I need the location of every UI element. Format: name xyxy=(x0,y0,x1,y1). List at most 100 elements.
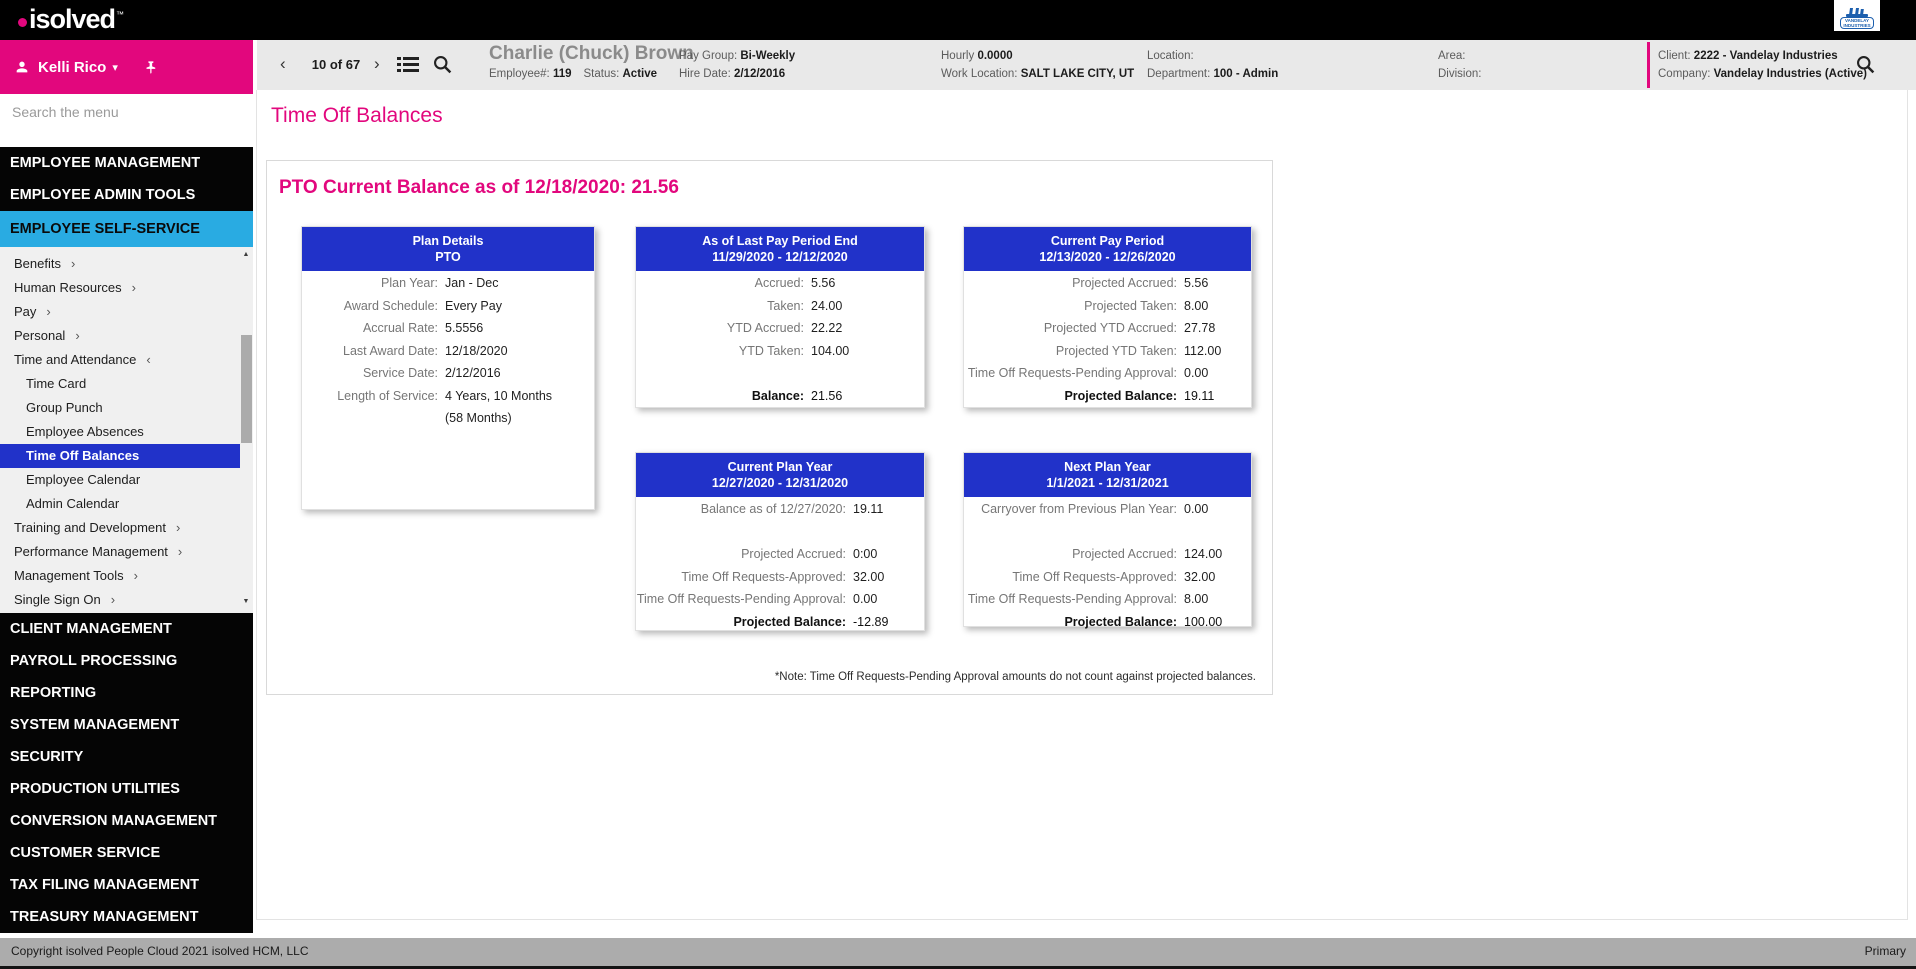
sidebar-item-label: Pay xyxy=(14,304,37,319)
sidebar-item-label: Group Punch xyxy=(26,400,103,415)
menu-search-input[interactable] xyxy=(12,104,240,120)
field-work-location: Work Location: SALT LAKE CITY, UT xyxy=(941,65,1134,83)
sidebar-item-label: Employee Calendar xyxy=(26,472,141,487)
record-position: 10 of 67 xyxy=(311,57,361,72)
row-label: Time Off Requests-Approved: xyxy=(681,569,846,584)
row-value: 5.5556 xyxy=(445,321,484,336)
field-value-status: Active xyxy=(622,68,658,80)
card-row-taken: Taken: 24.00 xyxy=(636,295,924,318)
sidebar-item-client-management[interactable]: CLIENT MANAGEMENT xyxy=(0,613,253,645)
card-row-projected-taken: Projected Taken: 8.00 xyxy=(964,295,1251,318)
sidebar-sections-bottom: CLIENT MANAGEMENT PAYROLL PROCESSING REPOR… xyxy=(0,613,253,933)
card-header: Plan Details PTO xyxy=(302,227,594,271)
row-value: 27.78 xyxy=(1184,321,1216,336)
field-pay-group: Pay Group: Bi-Weekly xyxy=(679,47,795,65)
sidebar-item-employee-absences[interactable]: Employee Absences xyxy=(0,420,240,444)
sidebar-item-admin-calendar[interactable]: Admin Calendar xyxy=(0,492,240,516)
card-body: Accrued: 5.56 Taken: 24.00 YTD Accrued: 22.22… xyxy=(636,271,924,407)
sidebar-item-employee-admin-tools[interactable]: EMPLOYEE ADMIN TOOLS xyxy=(0,179,253,211)
sidebar-item-customer-service[interactable]: CUSTOMER SERVICE xyxy=(0,837,253,869)
sidebar-item-single-sign-on[interactable]: Single Sign On › xyxy=(0,588,240,612)
balance-card-next-plan-year: Next Plan Year 1/1/2021 - 12/31/2021 Carry… xyxy=(963,452,1252,629)
field-location: Location: xyxy=(1147,47,1278,65)
sidebar-item-conversion-management[interactable]: CONVERSION MANAGEMENT xyxy=(0,805,253,837)
sidebar-item-time-and-attendance[interactable]: Time and Attendance ‹ xyxy=(0,348,240,372)
header-column: Hourly 0.0000 Work Location: SALT LAKE CI… xyxy=(941,47,1134,83)
sidebar-item-time-off-balances[interactable]: Time Off Balances xyxy=(0,444,240,468)
row-label: YTD Taken: xyxy=(738,343,804,358)
sidebar-submenu: Benefits › Human Resources › Pay › Personal › Ti… xyxy=(0,247,253,613)
environment-label: Primary xyxy=(1864,944,1906,958)
sidebar-item-group-punch[interactable]: Group Punch xyxy=(0,396,240,420)
field-label: Company: xyxy=(1658,68,1714,80)
sidebar-item-training-and-development[interactable]: Training and Development › xyxy=(0,516,240,540)
sidebar-item-pay[interactable]: Pay › xyxy=(0,300,240,324)
row-value: 0.00 xyxy=(1184,502,1209,517)
sidebar-item-treasury-management[interactable]: TREASURY MANAGEMENT xyxy=(0,901,253,933)
field-label: Department: xyxy=(1147,68,1214,80)
sidebar-item-payroll-processing[interactable]: PAYROLL PROCESSING xyxy=(0,645,253,677)
user-menu[interactable]: Kelli Rico xyxy=(38,58,107,76)
trademark: ™ xyxy=(116,10,124,19)
field-label: Hire Date: xyxy=(679,68,734,80)
header-column: Area: Division: xyxy=(1438,47,1481,83)
field-label: Location: xyxy=(1147,50,1194,62)
caret-down-icon[interactable]: ▾ xyxy=(112,61,118,74)
sidebar-item-personal[interactable]: Personal › xyxy=(0,324,240,348)
sidebar-item-benefits[interactable]: Benefits › xyxy=(0,252,240,276)
sidebar-item-security[interactable]: SECURITY xyxy=(0,741,253,773)
row-value: 32.00 xyxy=(853,569,885,584)
page-title: Time Off Balances xyxy=(271,104,443,127)
row-label: Length of Service: xyxy=(337,388,438,403)
card-row-projected-ytd-accrued: Projected YTD Accrued: 27.78 xyxy=(964,317,1251,340)
sidebar-item-time-card[interactable]: Time Card xyxy=(0,372,240,396)
sidebar-item-performance-management[interactable]: Performance Management › xyxy=(0,540,240,564)
row-label: Service Date: xyxy=(362,366,438,381)
row-label: Accrual Rate: xyxy=(362,321,438,336)
row-label: Time Off Requests-Approved: xyxy=(1012,569,1177,584)
card-subtitle: PTO xyxy=(435,250,461,264)
sidebar-item-production-utilities[interactable]: PRODUCTION UTILITIES xyxy=(0,773,253,805)
main-content: Time Off Balances PTO Current Balance as… xyxy=(256,90,1908,920)
sidebar-item-reporting[interactable]: REPORTING xyxy=(0,677,253,709)
row-label: Projected Accrued: xyxy=(1072,547,1177,562)
field-label: Client: xyxy=(1658,50,1694,62)
row-value: (58 Months) xyxy=(445,411,512,426)
scrollbar-thumb[interactable] xyxy=(241,335,252,443)
row-value: 4 Years, 10 Months xyxy=(445,388,553,403)
field-value: 2222 - Vandelay Industries xyxy=(1693,50,1838,62)
sidebar-item-human-resources[interactable]: Human Resources › xyxy=(0,276,240,300)
row-label: Projected Accrued: xyxy=(741,547,846,562)
isolved-logo: isolved ™ xyxy=(18,4,124,35)
sidebar-item-system-management[interactable]: SYSTEM MANAGEMENT xyxy=(0,709,253,741)
sidebar-item-employee-calendar[interactable]: Employee Calendar xyxy=(0,468,240,492)
pin-icon[interactable] xyxy=(144,59,159,75)
global-search-icon[interactable] xyxy=(1855,54,1876,75)
employee-search-icon[interactable] xyxy=(432,54,453,75)
card-row-projected-balance: Projected Balance: 100.00 xyxy=(964,611,1251,634)
row-label: Time Off Requests-Pending Approval: xyxy=(636,592,846,607)
field-area: Area: xyxy=(1438,47,1481,65)
sidebar-item-employee-self-service[interactable]: EMPLOYEE SELF-SERVICE xyxy=(0,211,253,247)
field-value: 0.0000 xyxy=(977,50,1013,62)
scroll-up-icon[interactable]: ▲ xyxy=(242,251,250,258)
field-hourly: Hourly 0.0000 xyxy=(941,47,1134,65)
prev-record-button[interactable]: ‹ xyxy=(280,54,286,73)
field-value-employee: 119 xyxy=(552,68,572,80)
sidebar-item-employee-management[interactable]: EMPLOYEE MANAGEMENT xyxy=(0,147,253,179)
chevron-icon: › xyxy=(131,280,136,295)
field-label: Work Location: xyxy=(941,68,1021,80)
row-value: 104.00 xyxy=(811,343,850,358)
panel-note: *Note: Time Off Requests-Pending Approva… xyxy=(774,671,1256,683)
employee-list-icon[interactable] xyxy=(396,55,420,75)
sidebar-item-label: Time Card xyxy=(26,376,87,391)
sidebar-item-management-tools[interactable]: Management Tools › xyxy=(0,564,240,588)
next-record-button[interactable]: › xyxy=(374,54,380,73)
scroll-down-icon[interactable]: ▼ xyxy=(242,598,250,605)
copyright-text: Copyright isolved People Cloud 2021 isol… xyxy=(11,944,309,958)
sidebar-item-label: Human Resources xyxy=(14,280,122,295)
sidebar-item-tax-filing-management[interactable]: TAX FILING MANAGEMENT xyxy=(0,869,253,901)
balance-card-current-pay-period: Current Pay Period 12/13/2020 - 12/26/202… xyxy=(963,226,1252,408)
card-body: Plan Year: Jan - Dec Award Schedule: Every … xyxy=(302,271,594,430)
user-bar: Kelli Rico ▾ xyxy=(0,40,253,94)
